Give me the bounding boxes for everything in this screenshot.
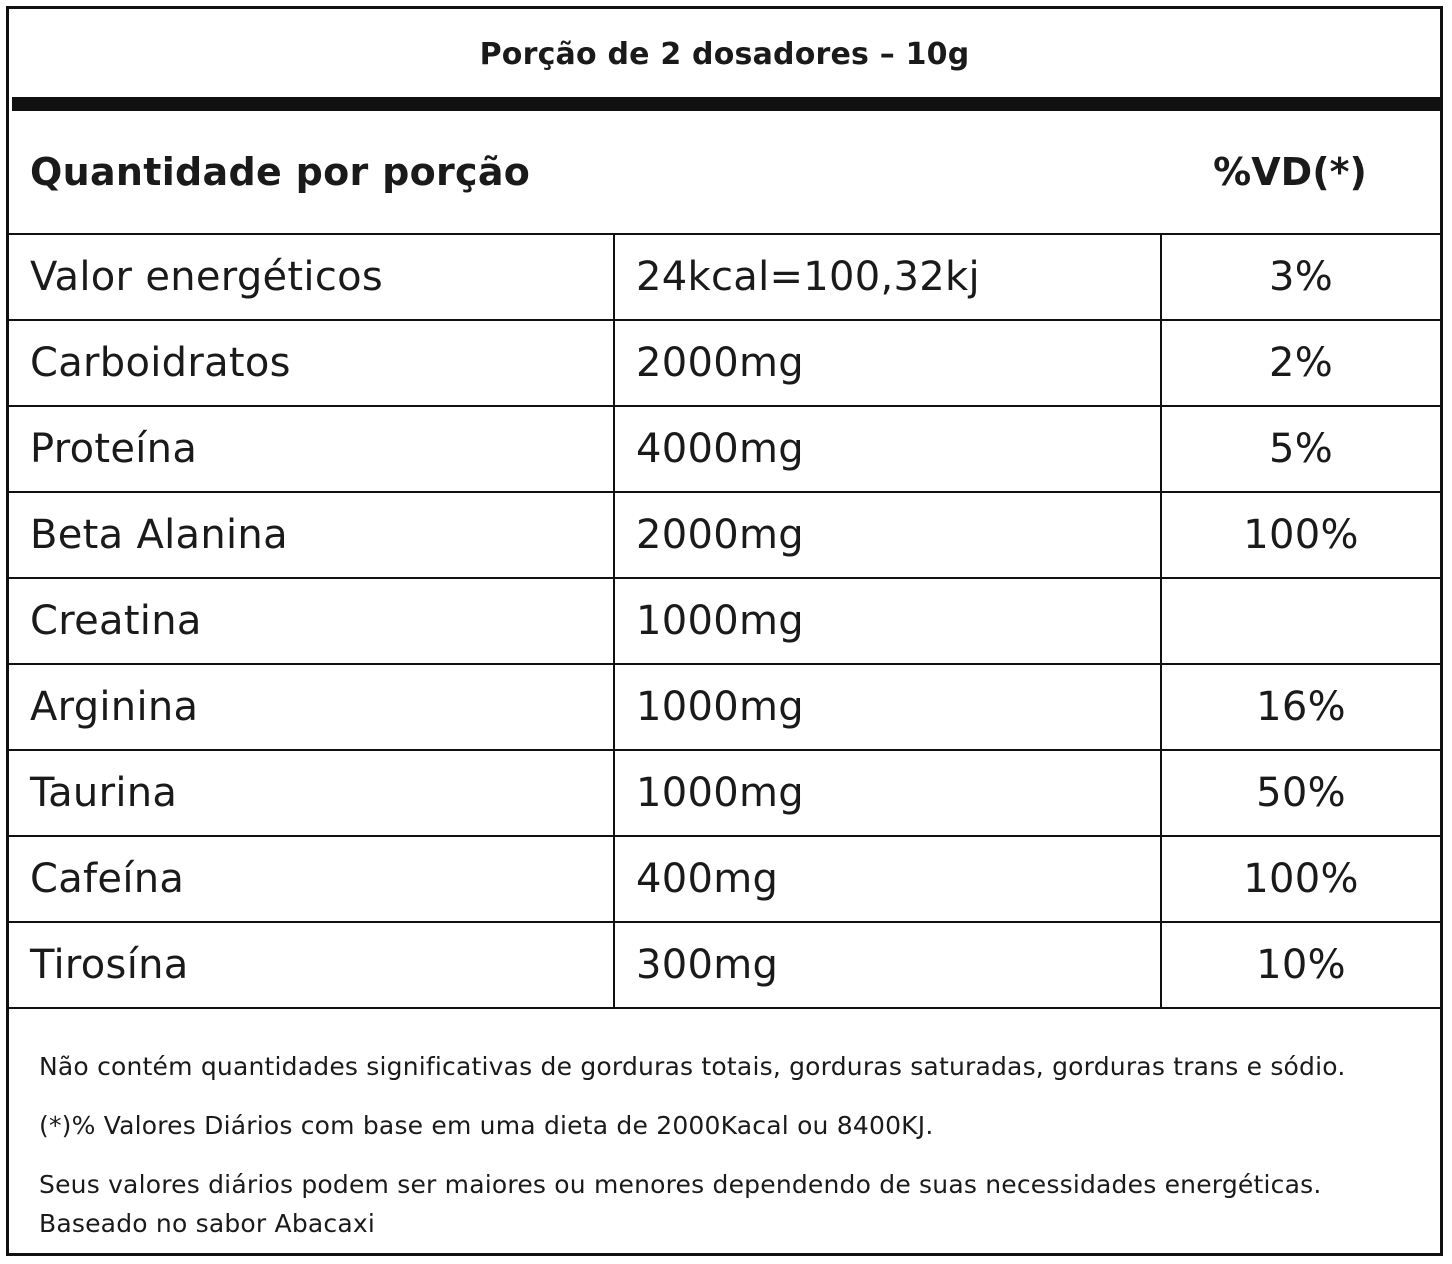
nutrient-name: Creatina xyxy=(9,577,615,664)
nutrient-name: Arginina xyxy=(9,663,615,750)
nutrient-name: Valor energéticos xyxy=(9,233,615,320)
table-row: Valor energéticos 24kcal=100,32kj 3% xyxy=(9,233,1440,320)
table-row: Tirosína 300mg 10% xyxy=(9,921,1440,1009)
nutrition-facts-table: Porção de 2 dosadores – 10g Quantidade p… xyxy=(6,6,1443,1256)
table-header: Quantidade por porção %VD(*) xyxy=(9,111,1440,233)
nutrient-daily-value xyxy=(1161,577,1440,664)
nutrient-amount: 2000mg xyxy=(614,491,1162,578)
table-row: Taurina 1000mg 50% xyxy=(9,749,1440,836)
footnotes: Não contém quantidades significativas de… xyxy=(39,1047,1419,1243)
daily-value-variation-note: Seus valores diários podem ser maiores o… xyxy=(39,1170,1322,1199)
nutrient-amount: 1000mg xyxy=(614,577,1162,664)
flavor-note: Baseado no sabor Abacaxi xyxy=(39,1209,376,1238)
nutrient-daily-value: 5% xyxy=(1161,405,1440,492)
daily-value-heading: %VD(*) xyxy=(1213,150,1367,194)
nutrient-daily-value: 10% xyxy=(1161,921,1440,1009)
table-row: Arginina 1000mg 16% xyxy=(9,663,1440,750)
nutrient-table: Valor energéticos 24kcal=100,32kj 3% Car… xyxy=(9,233,1440,1009)
nutrient-amount: 24kcal=100,32kj xyxy=(614,233,1162,320)
nutrient-daily-value: 50% xyxy=(1161,749,1440,836)
table-row: Cafeína 400mg 100% xyxy=(9,835,1440,922)
nutrient-name: Cafeína xyxy=(9,835,615,922)
nutrient-name: Carboidratos xyxy=(9,319,615,406)
nutrient-name: Tirosína xyxy=(9,921,615,1009)
nutrient-daily-value: 16% xyxy=(1161,663,1440,750)
nutrient-amount: 1000mg xyxy=(614,663,1162,750)
nutrient-amount: 4000mg xyxy=(614,405,1162,492)
no-significant-fats-note: Não contém quantidades significativas de… xyxy=(39,1052,1346,1081)
serving-size-title: Porção de 2 dosadores – 10g xyxy=(479,36,970,72)
nutrient-name: Proteína xyxy=(9,405,615,492)
table-row: Creatina 1000mg xyxy=(9,577,1440,664)
table-row: Carboidratos 2000mg 2% xyxy=(9,319,1440,406)
thick-divider xyxy=(12,97,1440,111)
nutrient-amount: 1000mg xyxy=(614,749,1162,836)
nutrient-amount: 2000mg xyxy=(614,319,1162,406)
nutrient-amount: 300mg xyxy=(614,921,1162,1009)
table-row: Proteína 4000mg 5% xyxy=(9,405,1440,492)
nutrient-name: Beta Alanina xyxy=(9,491,615,578)
daily-value-basis-note: (*)% Valores Diários com base em uma die… xyxy=(39,1111,934,1140)
nutrient-daily-value: 2% xyxy=(1161,319,1440,406)
nutrient-daily-value: 3% xyxy=(1161,233,1440,320)
quantity-per-serving-heading: Quantidade por porção xyxy=(30,150,531,194)
nutrient-amount: 400mg xyxy=(614,835,1162,922)
nutrient-daily-value: 100% xyxy=(1161,491,1440,578)
nutrient-daily-value: 100% xyxy=(1161,835,1440,922)
table-row: Beta Alanina 2000mg 100% xyxy=(9,491,1440,578)
nutrient-name: Taurina xyxy=(9,749,615,836)
